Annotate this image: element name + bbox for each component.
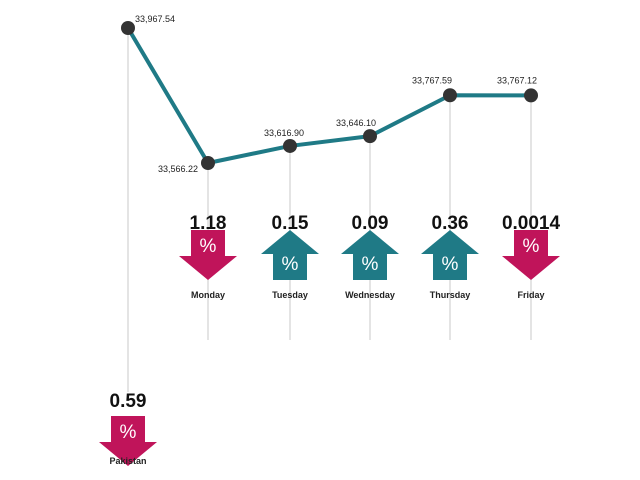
percent-change-tuesday: 0.15 xyxy=(272,213,309,234)
percent-sign-pakistan: % xyxy=(120,422,137,443)
percent-change-friday: 0.0014 xyxy=(502,213,561,234)
up-arrow-icon-tuesday xyxy=(261,230,319,280)
data-point-tuesday xyxy=(283,138,297,153)
percent-change-wednesday: 0.09 xyxy=(352,213,389,234)
percent-change-thursday: 0.36 xyxy=(432,213,469,234)
day-label-wednesday: Wednesday xyxy=(345,290,395,300)
percent-change-pakistan: 0.59 xyxy=(110,391,147,412)
down-arrow-icon-pakistan xyxy=(99,416,157,466)
percent-sign-wednesday: % xyxy=(362,254,379,275)
data-point-wednesday xyxy=(363,129,377,144)
percent-sign-friday: % xyxy=(523,236,540,257)
percent-sign-thursday: % xyxy=(442,254,459,275)
value-label-pakistan: 33,967.54 xyxy=(135,14,175,24)
value-label-thursday: 33,767.59 xyxy=(412,75,452,85)
day-label-friday: Friday xyxy=(517,290,544,300)
value-label-monday: 33,566.22 xyxy=(158,164,198,174)
value-label-tuesday: 33,616.90 xyxy=(264,128,304,138)
series-line xyxy=(126,26,532,165)
day-label-pakistan: Pakistan xyxy=(109,456,146,466)
day-label-monday: Monday xyxy=(191,290,225,300)
percent-sign-monday: % xyxy=(200,236,217,257)
data-point-friday xyxy=(524,88,538,103)
up-arrow-icon-thursday xyxy=(421,230,479,280)
value-label-friday: 33,767.12 xyxy=(497,75,537,85)
data-point-monday xyxy=(201,156,215,170)
data-point-thursday xyxy=(443,88,457,103)
day-label-thursday: Thursday xyxy=(430,290,471,300)
value-label-wednesday: 33,646.10 xyxy=(336,118,376,128)
data-point-pakistan xyxy=(121,21,135,35)
percent-change-monday: 1.18 xyxy=(190,213,227,234)
up-arrow-icon-wednesday xyxy=(341,230,399,280)
day-label-tuesday: Tuesday xyxy=(272,290,308,300)
percent-sign-tuesday: % xyxy=(282,254,299,275)
down-arrow-icon-friday xyxy=(502,230,560,280)
down-arrow-icon-monday xyxy=(179,230,237,280)
